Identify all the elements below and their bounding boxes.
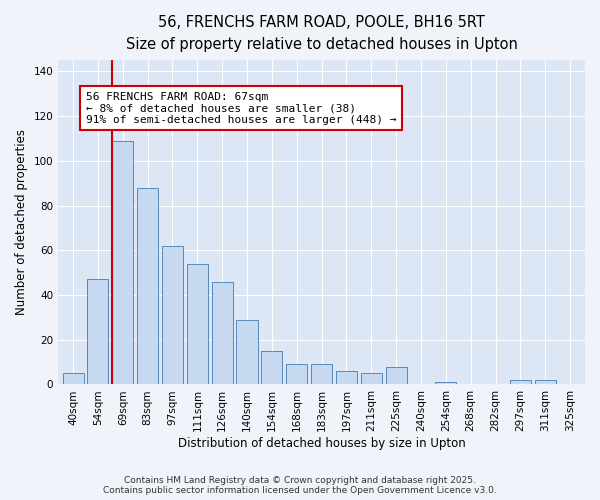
Text: 56 FRENCHS FARM ROAD: 67sqm
← 8% of detached houses are smaller (38)
91% of semi: 56 FRENCHS FARM ROAD: 67sqm ← 8% of deta…	[86, 92, 396, 125]
Bar	[510, 380, 531, 384]
Bar	[262, 351, 283, 384]
Bar	[88, 280, 109, 384]
Bar	[535, 380, 556, 384]
Title: 56, FRENCHS FARM ROAD, POOLE, BH16 5RT
Size of property relative to detached hou: 56, FRENCHS FARM ROAD, POOLE, BH16 5RT S…	[125, 15, 518, 52]
Bar	[435, 382, 457, 384]
X-axis label: Distribution of detached houses by size in Upton: Distribution of detached houses by size …	[178, 437, 466, 450]
Y-axis label: Number of detached properties: Number of detached properties	[15, 130, 28, 316]
Bar	[162, 246, 183, 384]
Bar	[187, 264, 208, 384]
Bar	[336, 371, 357, 384]
Bar	[62, 374, 83, 384]
Text: Contains HM Land Registry data © Crown copyright and database right 2025.
Contai: Contains HM Land Registry data © Crown c…	[103, 476, 497, 495]
Bar	[112, 141, 133, 384]
Bar	[212, 282, 233, 385]
Bar	[311, 364, 332, 384]
Bar	[236, 320, 257, 384]
Bar	[386, 366, 407, 384]
Bar	[137, 188, 158, 384]
Bar	[286, 364, 307, 384]
Bar	[361, 374, 382, 384]
